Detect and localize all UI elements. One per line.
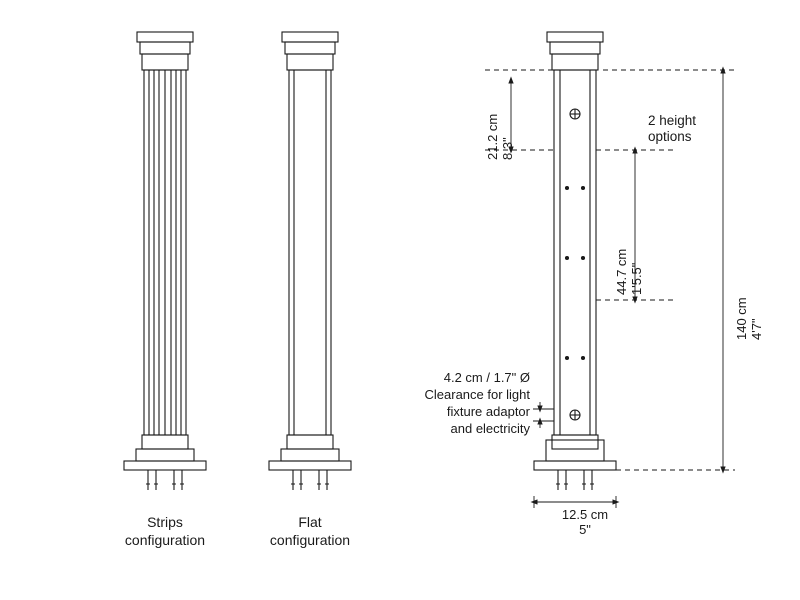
flat-column-drawing xyxy=(245,18,375,528)
dim-total: 140 cm4'7" xyxy=(735,200,765,340)
clearance-note: 4.2 cm / 1.7" Ø Clearance for light fixt… xyxy=(385,370,530,438)
strips-config-label: Stripsconfiguration xyxy=(105,513,225,549)
dim-height-options: 2 heightoptions xyxy=(648,113,718,144)
flat-config-label: Flatconfiguration xyxy=(250,513,370,549)
dim-seg2: 44.7 cm1'5.5" xyxy=(615,165,645,295)
dim-seg1: 21.2 cm8.3" xyxy=(486,85,516,160)
dim-base-width: 12.5 cm5" xyxy=(540,508,630,538)
strips-column-drawing xyxy=(100,18,230,528)
